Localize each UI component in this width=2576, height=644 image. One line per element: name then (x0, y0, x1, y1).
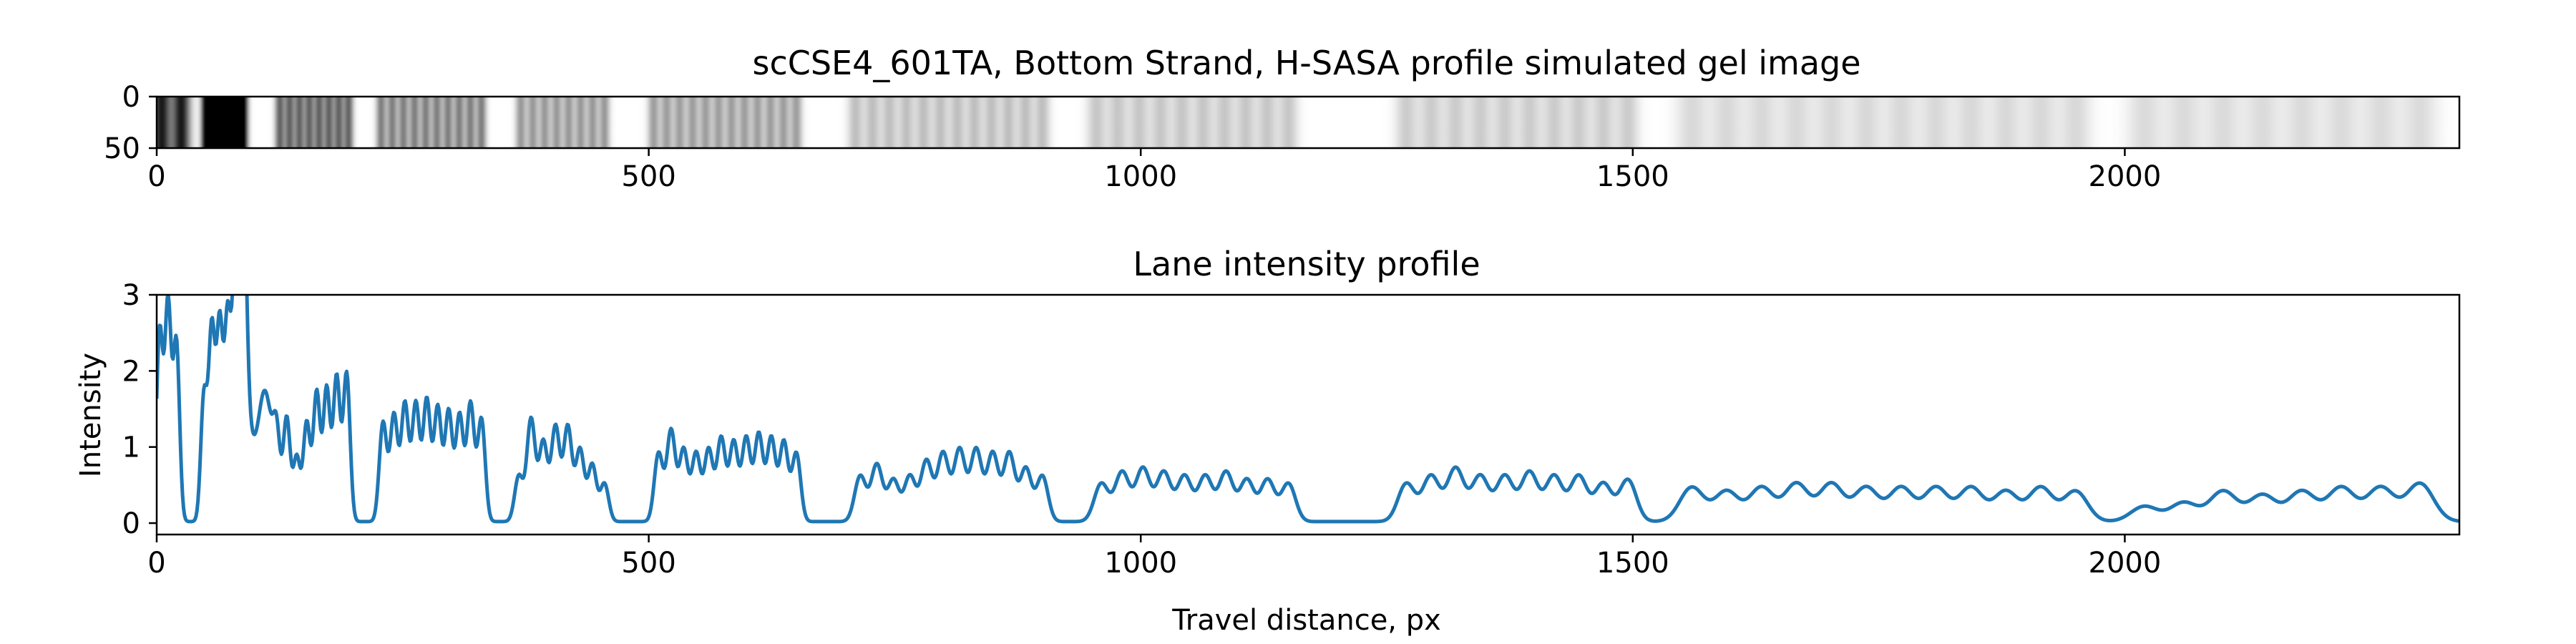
profile-y-tick-label: 3 (122, 279, 140, 312)
gel-image (157, 97, 2459, 148)
profile-y-tick-label: 1 (122, 431, 140, 464)
gel-y-tick-label: 0 (122, 81, 140, 114)
profile-x-axis-label: Travel distance, px (1171, 604, 1441, 637)
gel-image-panel: scCSE4_601TA, Bottom Strand, H-SASA prof… (104, 44, 2461, 193)
intensity-series-line (157, 295, 2459, 524)
profile-x-tick-label: 0 (147, 547, 165, 580)
gel-x-tick-label: 2000 (2089, 160, 2162, 193)
gel-y-axis: 0 50 (104, 81, 157, 165)
gel-x-tick-label: 1000 (1104, 160, 1177, 193)
gel-y-tick-label: 50 (104, 132, 140, 165)
profile-title: Lane intensity profile (1133, 245, 1480, 283)
gel-x-tick-label: 500 (621, 160, 675, 193)
gel-frame (155, 95, 2461, 150)
profile-y-axis-label: Intensity (74, 353, 107, 477)
profile-x-axis: 0 500 1000 1500 2000 (147, 535, 2161, 580)
profile-x-tick-label: 1500 (1596, 547, 1669, 580)
profile-frame (155, 293, 2461, 536)
profile-y-tick-label: 2 (122, 355, 140, 388)
profile-y-tick-label: 0 (122, 507, 140, 540)
gel-title: scCSE4_601TA, Bottom Strand, H-SASA prof… (752, 44, 1860, 82)
intensity-profile-panel: Lane intensity profile 0 1 2 3 0 500 1000 1500… (74, 245, 2461, 637)
profile-y-axis: 0 1 2 3 (122, 279, 157, 540)
profile-x-tick-label: 500 (621, 547, 675, 580)
gel-x-tick-label: 1500 (1596, 160, 1669, 193)
profile-x-tick-label: 1000 (1104, 547, 1177, 580)
profile-x-tick-label: 2000 (2089, 547, 2162, 580)
gel-x-tick-label: 0 (147, 160, 165, 193)
gel-x-axis: 0 500 1000 1500 2000 (147, 148, 2161, 193)
